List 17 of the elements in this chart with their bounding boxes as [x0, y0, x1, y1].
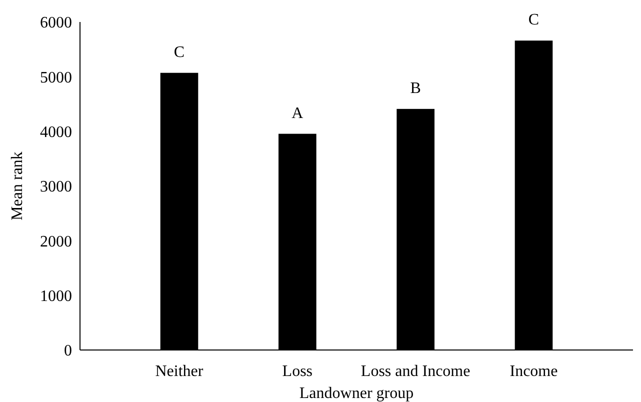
x-axis-title: Landowner group	[299, 385, 414, 402]
annotation: C	[528, 12, 540, 29]
annotation: A	[292, 104, 304, 122]
x-tick-label: Neither	[155, 363, 204, 380]
y-axis-title: Mean rank	[9, 152, 26, 220]
x-tick-label: Income	[510, 363, 558, 380]
y-tick-label: 3000	[40, 178, 72, 196]
x-tick-label: Loss and Income	[360, 363, 470, 380]
y-tick-label: 2000	[40, 233, 72, 250]
y-tick-label: 6000	[40, 14, 72, 32]
y-tick-label: 1000	[40, 288, 72, 305]
annotation: B	[410, 80, 421, 97]
y-tick-label: 0	[64, 342, 72, 360]
annotation: C	[174, 44, 185, 61]
x-tick-label: Loss	[282, 363, 313, 380]
y-tick-label: 5000	[40, 69, 72, 86]
y-tick-label: 4000	[40, 124, 72, 141]
